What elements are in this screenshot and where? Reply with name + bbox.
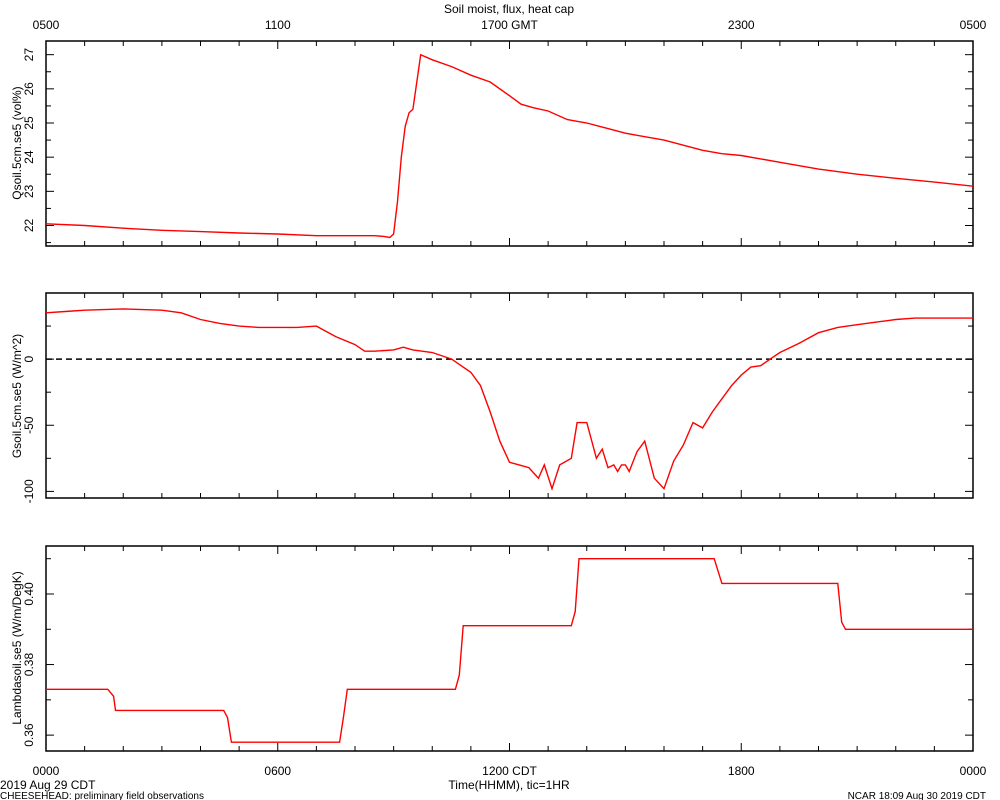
- bottom-axis-label: 0000: [33, 764, 60, 778]
- footer-credit: NCAR 18:09 Aug 30 2019 CDT: [848, 791, 986, 800]
- y-tick-label: 22: [22, 219, 36, 233]
- panel-qsoil-ylabel: Qsoil.5cm.se5 (vol%): [10, 86, 24, 199]
- y-tick-label: 26: [22, 82, 36, 96]
- panel-lambda-frame: [45, 545, 974, 752]
- bottom-axis-label: 0000: [960, 764, 987, 778]
- top-axis-label: 2300: [728, 18, 755, 32]
- panel-lambda-ticks: 0.36 0.38 0.40: [22, 546, 974, 751]
- x-axis-title: Time(HHMM), tic=1HR: [448, 778, 570, 792]
- y-tick-label: -50: [22, 416, 36, 434]
- y-tick-label: 25: [22, 116, 36, 130]
- y-tick-label: 24: [22, 150, 36, 164]
- panel-lambda-border: [45, 545, 974, 752]
- bottom-axis-label: 1800: [728, 764, 755, 778]
- footer-date: 2019 Aug 29 CDT: [0, 778, 96, 792]
- panel-lambda: 0.36 0.38 0.40 Lambdasoil.se5 (W/m/DegK): [10, 545, 974, 752]
- y-tick-label: 0.38: [22, 653, 36, 677]
- panel-qsoil-series-line: [45, 53, 974, 239]
- panel-gsoil-series-line: [45, 308, 973, 491]
- panel-gsoil: 0 -50 -100 Gsoil.5cm.se5 (W/m^2): [10, 292, 974, 503]
- y-tick-label: 0.40: [22, 582, 36, 606]
- top-axis-label: 0500: [33, 18, 60, 32]
- y-tick-label: 0: [22, 355, 36, 362]
- footer-note: CHEESEHEAD: preliminary field observatio…: [0, 791, 204, 800]
- top-axis-label: 0500: [960, 18, 987, 32]
- panel-gsoil-border: [45, 292, 974, 499]
- top-axis-label: 1100: [265, 18, 291, 32]
- y-tick-label: -100: [22, 479, 36, 503]
- panel-qsoil: 22 23 24 25 26 27 Qsoil.5cm.se5 (vol%): [10, 40, 974, 247]
- top-axis-label: 1700 GMT: [481, 18, 538, 32]
- panel-gsoil-frame: [45, 292, 974, 499]
- panel-qsoil-ticks: 22 23 24 25 26 27: [22, 41, 974, 246]
- bottom-axis-labels: 0000 0600 1200 CDT 1800 0000: [33, 764, 987, 778]
- panel-lambda-ylabel: Lambdasoil.se5 (W/m/DegK): [10, 571, 24, 724]
- panel-lambda-series-line: [46, 558, 973, 743]
- panel-gsoil-ylabel: Gsoil.5cm.se5 (W/m^2): [10, 334, 24, 458]
- y-tick-label: 23: [22, 184, 36, 198]
- panel-gsoil-ticks: 0 -50 -100: [22, 293, 974, 503]
- panel-qsoil-frame: [45, 40, 974, 247]
- bottom-axis-label: 1200 CDT: [482, 764, 537, 778]
- top-axis-labels: 0500 1100 1700 GMT 2300 0500: [33, 18, 987, 32]
- bottom-axis-label: 0600: [264, 764, 291, 778]
- y-tick-label: 27: [22, 48, 36, 62]
- panel-qsoil-border: [45, 40, 974, 247]
- chart-title: Soil moist, flux, heat cap: [444, 2, 574, 16]
- y-tick-label: 0.36: [22, 723, 36, 747]
